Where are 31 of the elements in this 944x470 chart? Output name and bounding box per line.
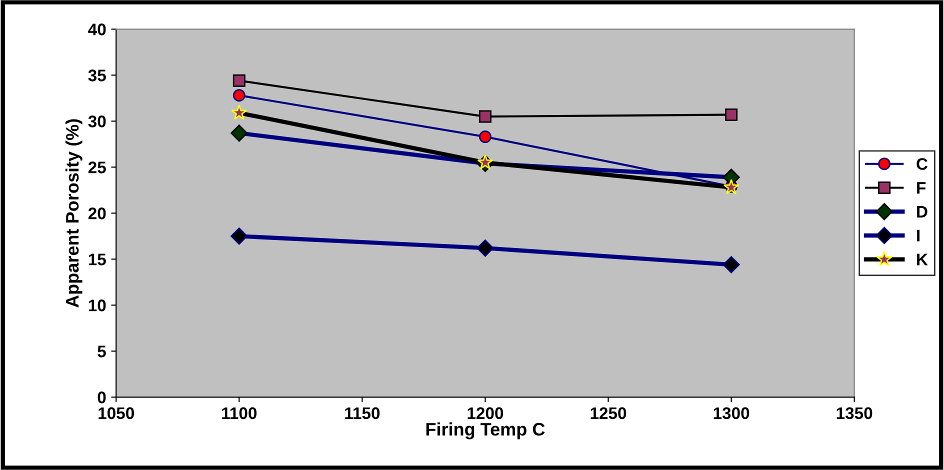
point (478, 110, 492, 123)
y-tick-label: 0 (98, 392, 106, 404)
x-axis-title: Firing Temp C (426, 422, 545, 440)
y-tick-label: 25 (88, 162, 106, 174)
x-tick-label: 1150 (345, 407, 380, 420)
legend-label: C (916, 158, 928, 170)
point (725, 108, 738, 121)
y-tick-label: 15 (88, 254, 106, 266)
point (232, 89, 246, 102)
x-tick-label: 1250 (590, 407, 626, 420)
point (476, 240, 494, 257)
y-tick-label: 30 (88, 116, 106, 128)
y-tick-label: 20 (88, 208, 106, 220)
x-tick-label: 1300 (714, 407, 750, 420)
y-axis-title: Apparent Porosity (%) (65, 119, 82, 308)
x-tick-label: 1100 (222, 407, 257, 420)
y-tick-label: 10 (88, 300, 106, 312)
point (232, 74, 246, 87)
legend-label: I (917, 230, 920, 242)
point (478, 130, 492, 144)
legend-label: K (917, 254, 928, 266)
point (230, 228, 248, 245)
y-tick-label: 5 (98, 346, 106, 358)
y-tick-label: 40 (88, 24, 106, 36)
legend-label: F (917, 182, 926, 194)
legend-label: D (917, 206, 928, 218)
point (722, 256, 740, 274)
x-tick-label: 1050 (98, 407, 134, 420)
x-tick-label: 1200 (468, 407, 504, 420)
x-tick-label: 1350 (836, 407, 872, 420)
y-tick-label: 35 (88, 70, 106, 82)
